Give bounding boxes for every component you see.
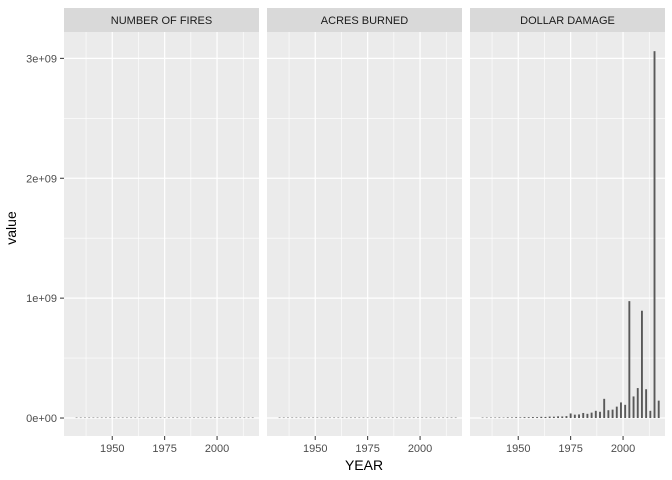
y-tick-label: 3e+09: [26, 53, 57, 65]
x-tick-label: 1950: [303, 443, 327, 455]
bar: [565, 416, 568, 419]
x-tick-label: 1975: [558, 443, 582, 455]
bar: [603, 398, 606, 419]
bar: [548, 416, 551, 419]
facet-panels: NUMBER OF FIRES ACRES BURNED DOLLAR DAMAGE: [64, 8, 665, 436]
bar: [523, 417, 526, 419]
bar: [649, 410, 652, 419]
panel-background: [64, 32, 259, 436]
bar: [640, 310, 643, 419]
bar: [557, 416, 560, 419]
x-axes: 1950 1975 2000 1950 1975 2000 1950 1975 2000: [100, 436, 635, 455]
bar: [531, 417, 534, 419]
bar: [590, 412, 593, 419]
bar: [544, 416, 547, 419]
facet-panel-1: NUMBER OF FIRES: [64, 8, 259, 436]
bar: [519, 417, 522, 419]
bar: [645, 389, 648, 419]
bar: [536, 417, 539, 419]
bar: [515, 417, 518, 419]
facet-panel-3: DOLLAR DAMAGE: [470, 8, 665, 436]
panel-background: [267, 32, 462, 436]
facet-panel-2: ACRES BURNED: [267, 8, 462, 436]
x-axis-title: YEAR: [345, 457, 383, 473]
bar: [573, 414, 576, 419]
bar: [599, 411, 601, 419]
bar: [586, 413, 589, 419]
bar: [569, 413, 572, 419]
x-tick-label: 1950: [506, 443, 530, 455]
x-tick-label: 2000: [611, 443, 635, 455]
bar: [615, 406, 618, 419]
y-tick-label: 2e+09: [26, 173, 57, 185]
panel-background: [470, 32, 665, 436]
bar: [611, 409, 614, 419]
bar: [506, 417, 509, 419]
bar: [561, 416, 564, 419]
bar: [657, 400, 660, 419]
bar: [636, 388, 639, 419]
y-axis-title: value: [3, 211, 19, 245]
bar: [620, 402, 622, 419]
bar: [653, 51, 656, 419]
bar: [540, 416, 543, 419]
y-tick-label: 1e+09: [26, 293, 57, 305]
x-tick-label: 2000: [408, 443, 432, 455]
bar: [578, 414, 580, 419]
facet-strip: [64, 8, 259, 32]
bar: [594, 410, 597, 419]
y-tick-label: 0e+00: [26, 413, 57, 425]
facet-strip-label: ACRES BURNED: [321, 15, 408, 27]
bar: [632, 396, 635, 419]
y-axis: 0e+00 1e+09 2e+09 3e+09: [26, 53, 64, 425]
bar: [607, 410, 610, 419]
facet-strip-label: NUMBER OF FIRES: [111, 15, 212, 27]
x-tick-label: 1975: [355, 443, 379, 455]
facet-strip: [267, 8, 462, 32]
x-tick-label: 1950: [100, 443, 124, 455]
bar: [552, 416, 555, 419]
bar: [510, 417, 513, 419]
x-tick-label: 1975: [152, 443, 176, 455]
facet-strip: [470, 8, 665, 32]
bar: [624, 404, 627, 419]
x-tick-label: 2000: [205, 443, 229, 455]
bar: [527, 417, 530, 419]
facet-strip-label: DOLLAR DAMAGE: [520, 15, 615, 27]
bar: [582, 412, 585, 419]
bar: [628, 301, 631, 419]
